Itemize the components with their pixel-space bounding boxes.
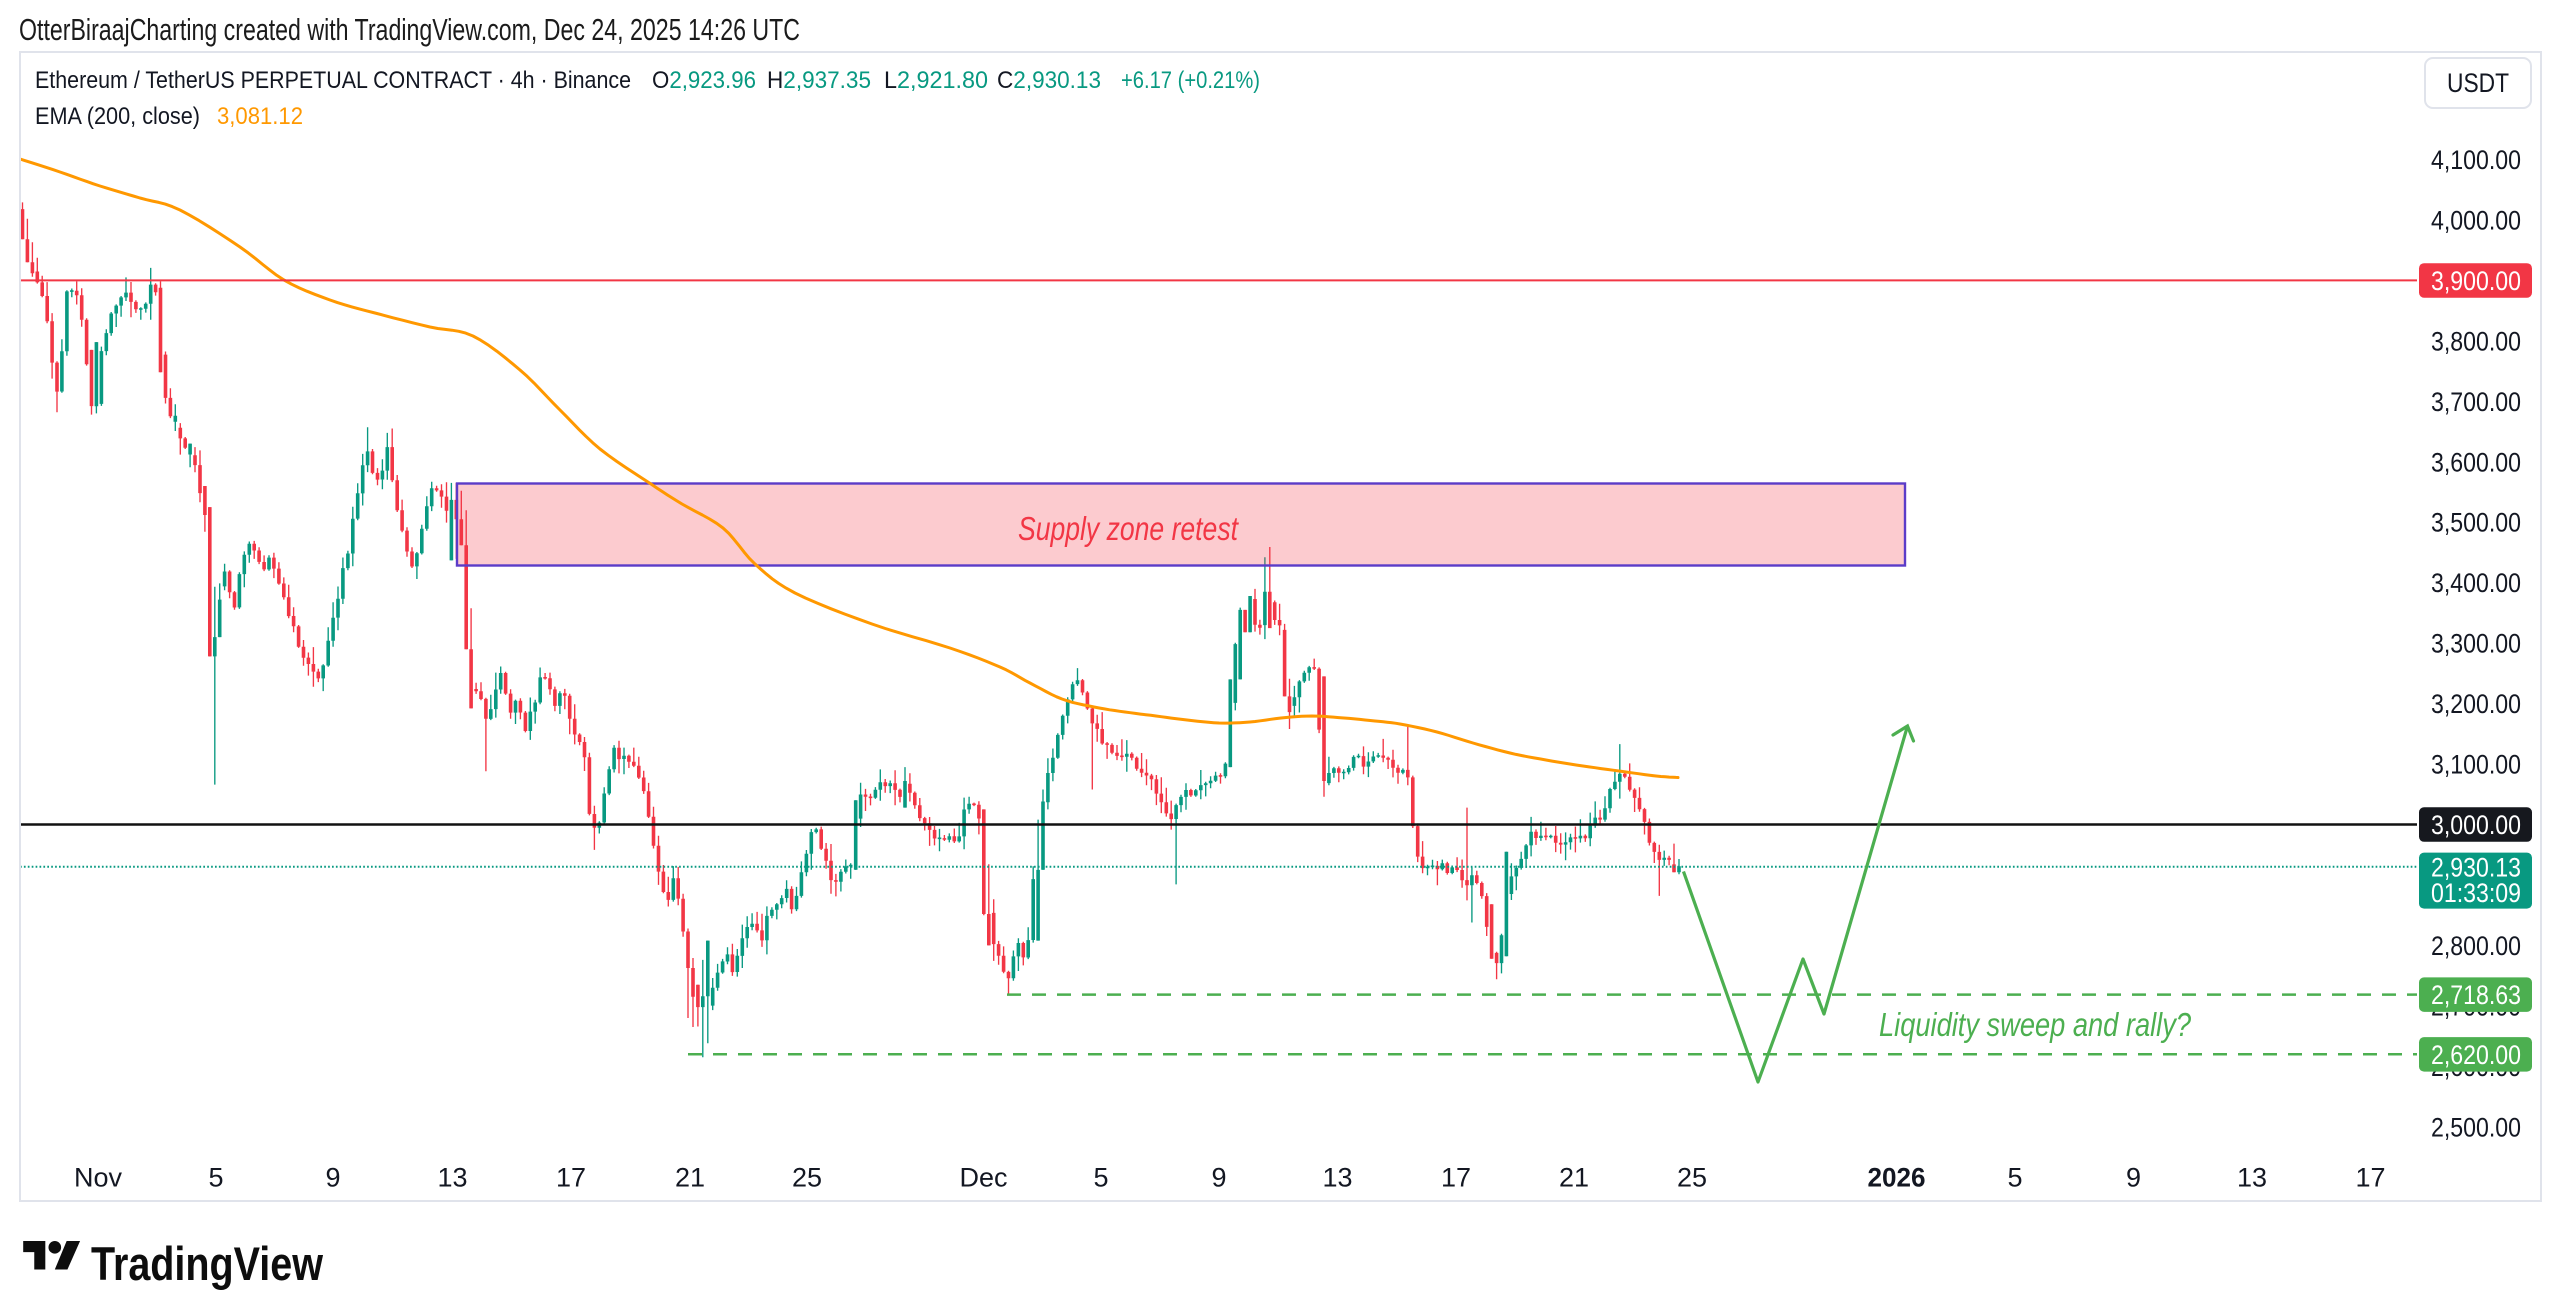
svg-text:Liquidity sweep and rally?: Liquidity sweep and rally? <box>1879 1006 2192 1043</box>
svg-text:3,200.00: 3,200.00 <box>2431 689 2521 719</box>
svg-text:17: 17 <box>2355 1163 2385 1193</box>
svg-text:5: 5 <box>208 1163 223 1193</box>
svg-text:TradingView: TradingView <box>91 1237 323 1290</box>
svg-text:Ethereum / TetherUS PERPETUAL: Ethereum / TetherUS PERPETUAL CONTRACT ·… <box>35 67 631 94</box>
svg-text:O2,923.96: O2,923.96 <box>652 67 756 94</box>
svg-text:21: 21 <box>1559 1163 1589 1193</box>
svg-text:9: 9 <box>2126 1163 2141 1193</box>
svg-text:+6.17 (+0.21%): +6.17 (+0.21%) <box>1121 67 1260 94</box>
svg-text:C2,930.13: C2,930.13 <box>997 67 1101 94</box>
svg-text:EMA (200, close): EMA (200, close) <box>35 103 200 130</box>
svg-text:4,100.00: 4,100.00 <box>2431 145 2521 175</box>
svg-text:Supply zone retest: Supply zone retest <box>1018 510 1239 547</box>
svg-text:3,600.00: 3,600.00 <box>2431 447 2521 477</box>
svg-text:3,300.00: 3,300.00 <box>2431 629 2521 659</box>
svg-text:4,000.00: 4,000.00 <box>2431 206 2521 236</box>
svg-text:13: 13 <box>2237 1163 2267 1193</box>
svg-text:L2,921.80: L2,921.80 <box>884 67 988 94</box>
svg-text:3,500.00: 3,500.00 <box>2431 508 2521 538</box>
svg-text:2,800.00: 2,800.00 <box>2431 931 2521 961</box>
svg-text:2026: 2026 <box>1868 1163 1926 1193</box>
svg-text:5: 5 <box>1093 1163 1108 1193</box>
svg-text:2,930.13: 2,930.13 <box>2431 852 2521 882</box>
svg-text:3,400.00: 3,400.00 <box>2431 568 2521 598</box>
svg-text:01:33:09: 01:33:09 <box>2431 878 2521 908</box>
svg-text:3,900.00: 3,900.00 <box>2431 266 2521 296</box>
svg-text:Nov: Nov <box>74 1163 123 1193</box>
svg-text:Dec: Dec <box>959 1163 1007 1193</box>
svg-text:17: 17 <box>556 1163 586 1193</box>
svg-text:3,800.00: 3,800.00 <box>2431 326 2521 356</box>
svg-text:USDT: USDT <box>2447 68 2509 98</box>
svg-text:OtterBiraajCharting created wi: OtterBiraajCharting created with Trading… <box>19 12 800 47</box>
svg-text:13: 13 <box>1322 1163 1352 1193</box>
svg-text:3,700.00: 3,700.00 <box>2431 387 2521 417</box>
svg-text:13: 13 <box>437 1163 467 1193</box>
svg-text:3,100.00: 3,100.00 <box>2431 750 2521 780</box>
svg-text:25: 25 <box>792 1163 822 1193</box>
svg-text:2,718.63: 2,718.63 <box>2431 980 2521 1010</box>
svg-text:17: 17 <box>1441 1163 1471 1193</box>
svg-text:9: 9 <box>1211 1163 1226 1193</box>
svg-text:5: 5 <box>2007 1163 2022 1193</box>
svg-text:21: 21 <box>675 1163 705 1193</box>
svg-text:3,000.00: 3,000.00 <box>2431 810 2521 840</box>
svg-text:2,500.00: 2,500.00 <box>2431 1112 2521 1142</box>
svg-text:9: 9 <box>325 1163 340 1193</box>
svg-text:3,081.12: 3,081.12 <box>217 103 303 130</box>
svg-text:25: 25 <box>1677 1163 1707 1193</box>
svg-text:2,620.00: 2,620.00 <box>2431 1040 2521 1070</box>
svg-text:H2,937.35: H2,937.35 <box>767 67 871 94</box>
